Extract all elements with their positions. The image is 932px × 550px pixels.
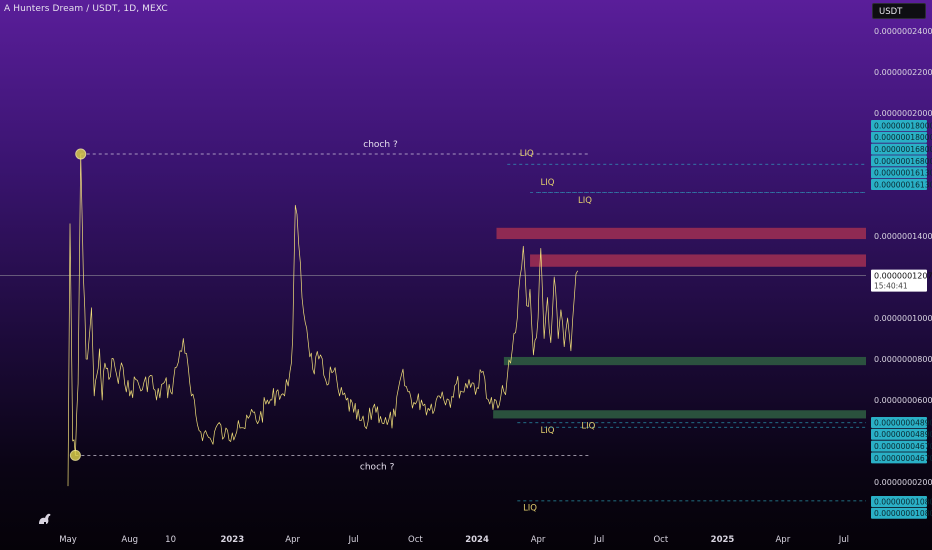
- price-label-bg-10: [871, 496, 927, 507]
- current-price-countdown: 15:40:41: [874, 282, 908, 291]
- y-tick-label-7: 0.000000020000: [874, 478, 932, 487]
- price-label-bg-6: [871, 417, 927, 428]
- price-label-bg-7: [871, 428, 927, 440]
- current-price-label-bg: [871, 269, 927, 292]
- liq-label-4: LIQ: [581, 422, 595, 432]
- liq-label-2: LIQ: [578, 196, 592, 206]
- x-tick-label-12: Apr: [775, 535, 790, 545]
- demand-zone-2: [503, 356, 866, 366]
- x-tick-label-10: Oct: [653, 535, 668, 545]
- x-tick-label-11: 2025: [711, 535, 735, 545]
- price-label-bg-2: [871, 143, 927, 155]
- y-tick-label-4: 0.000000100000: [874, 314, 932, 323]
- x-tick-label-6: Oct: [408, 535, 423, 545]
- symbol-title: A Hunters Dream / USDT, 1D, MEXC: [4, 4, 168, 14]
- supply-zone-1: [530, 254, 866, 267]
- x-tick-label-5: Jul: [348, 535, 359, 545]
- x-tick-label-1: Aug: [121, 535, 138, 545]
- dinosaur-logo-icon: [39, 513, 51, 524]
- price-label-bg-1: [871, 131, 927, 143]
- x-tick-label-4: Apr: [285, 535, 300, 545]
- pivot-marker-1: [69, 449, 81, 461]
- choch-label-1: choch ?: [360, 462, 395, 472]
- liq-label-0: LIQ: [520, 149, 534, 159]
- y-tick-label-1: 0.000000220000: [874, 68, 932, 77]
- choch-label-0: choch ?: [363, 140, 398, 150]
- demand-zone-3: [493, 410, 866, 419]
- liq-label-3: LIQ: [541, 426, 555, 436]
- price-label-bg-4: [871, 167, 927, 179]
- x-tick-label-7: 2024: [465, 535, 489, 545]
- x-tick-label-9: Jul: [593, 535, 604, 545]
- x-tick-label-0: May: [59, 535, 77, 545]
- x-tick-label-13: Jul: [838, 535, 849, 545]
- price-label-bg-5: [871, 179, 927, 190]
- price-label-bg-8: [871, 440, 927, 452]
- current-price-label: 0.00000012070015:40:41: [871, 269, 932, 292]
- liq-label-1: LIQ: [541, 178, 555, 188]
- price-line-series-0: [67, 153, 579, 487]
- currency-selector[interactable]: USDT: [872, 3, 926, 19]
- current-price-value: 0.000000120700: [874, 272, 932, 281]
- price-label-bg-3: [871, 155, 927, 167]
- x-tick-label-3: 2023: [220, 535, 244, 545]
- price-label-bg-0: [871, 120, 927, 131]
- y-tick-label-0: 0.000000240000: [874, 27, 932, 36]
- x-tick-label-8: Apr: [531, 535, 546, 545]
- liq-label-5: LIQ: [523, 504, 537, 514]
- y-tick-label-3: 0.000000140000: [874, 232, 932, 241]
- y-tick-label-5: 0.000000080000: [874, 355, 932, 364]
- price-label-bg-9: [871, 452, 927, 464]
- supply-zone-0: [496, 227, 866, 240]
- y-tick-label-2: 0.000000200000: [874, 109, 932, 118]
- y-tick-label-6: 0.000000060000: [874, 396, 932, 405]
- pivot-marker-0: [75, 148, 87, 160]
- price-label-bg-11: [871, 507, 927, 519]
- x-tick-label-2: 10: [165, 535, 176, 545]
